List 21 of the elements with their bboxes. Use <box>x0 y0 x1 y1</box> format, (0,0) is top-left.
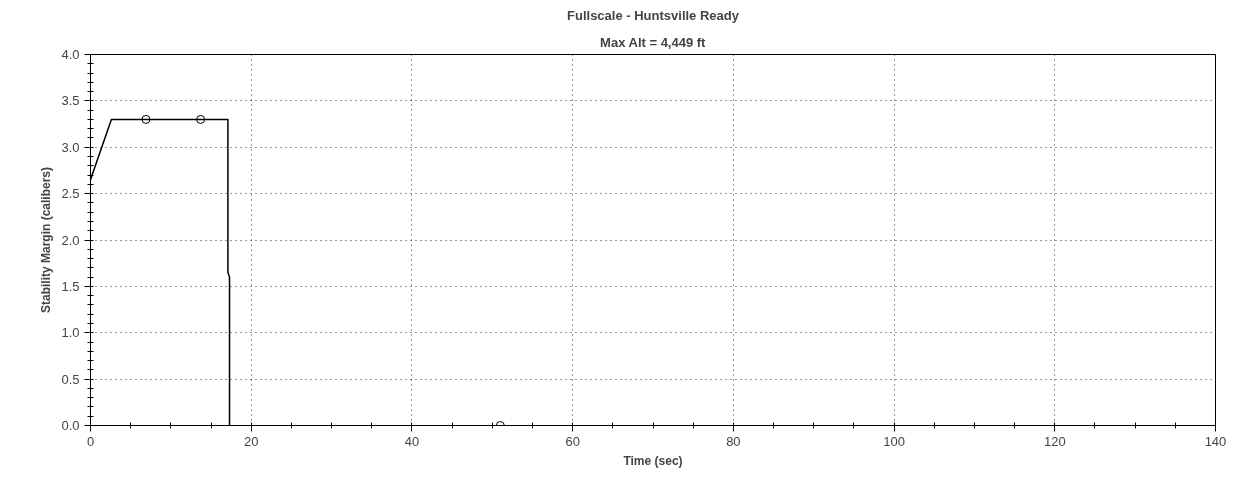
x-tick-label: 140 <box>1204 433 1227 449</box>
y-tick-label: 0.5 <box>61 371 80 387</box>
chart-subtitle: Max Alt = 4,449 ft <box>600 34 707 50</box>
chart-title: Fullscale - Huntsville Ready <box>567 7 740 23</box>
x-tick-label: 60 <box>565 433 580 449</box>
x-tick-label: 40 <box>404 433 420 449</box>
x-tick-label: 100 <box>883 433 905 449</box>
y-axis-title: Stability Margin (calibers) <box>39 166 54 314</box>
x-tick-label: 120 <box>1043 433 1066 449</box>
x-tick-label: 80 <box>726 433 741 449</box>
y-tick-label: 0.0 <box>61 418 80 433</box>
y-tick-label: 3.5 <box>61 93 80 109</box>
y-tick-label: 3.0 <box>61 139 80 155</box>
x-tick-label: 20 <box>243 433 259 449</box>
x-axis-title: Time (sec) <box>623 453 683 468</box>
y-tick-label: 2.5 <box>61 186 80 202</box>
y-tick-label: 2.0 <box>61 232 80 248</box>
y-tick-label: 1.5 <box>61 278 80 294</box>
y-tick-label: 4.0 <box>61 47 80 62</box>
y-tick-label: 1.0 <box>61 325 80 341</box>
x-tick-label: 0 <box>86 433 95 449</box>
